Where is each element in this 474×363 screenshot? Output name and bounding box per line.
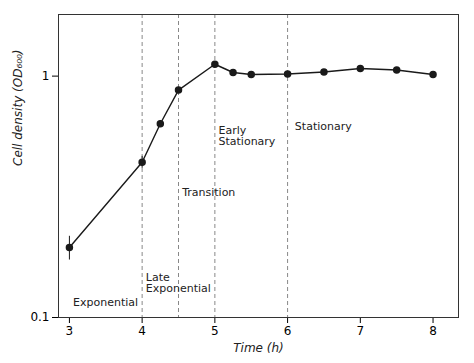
svg-text:8: 8	[429, 324, 437, 338]
svg-text:Time (h): Time (h)	[233, 341, 284, 355]
svg-text:5: 5	[211, 324, 219, 338]
svg-text:EarlyStationary: EarlyStationary	[219, 124, 276, 148]
svg-text:1: 1	[42, 69, 50, 83]
svg-text:6: 6	[284, 324, 292, 338]
svg-text:4: 4	[138, 324, 146, 338]
svg-text:Stationary: Stationary	[295, 120, 352, 133]
svg-text:LateExponential: LateExponential	[146, 271, 211, 295]
svg-text:Cell density (OD₆₀₀): Cell density (OD₆₀₀)	[11, 49, 25, 166]
svg-text:7: 7	[356, 324, 364, 338]
svg-text:0.1: 0.1	[30, 310, 49, 324]
svg-text:Exponential: Exponential	[73, 296, 138, 309]
svg-text:3: 3	[66, 324, 74, 338]
svg-text:Transition: Transition	[181, 186, 235, 199]
